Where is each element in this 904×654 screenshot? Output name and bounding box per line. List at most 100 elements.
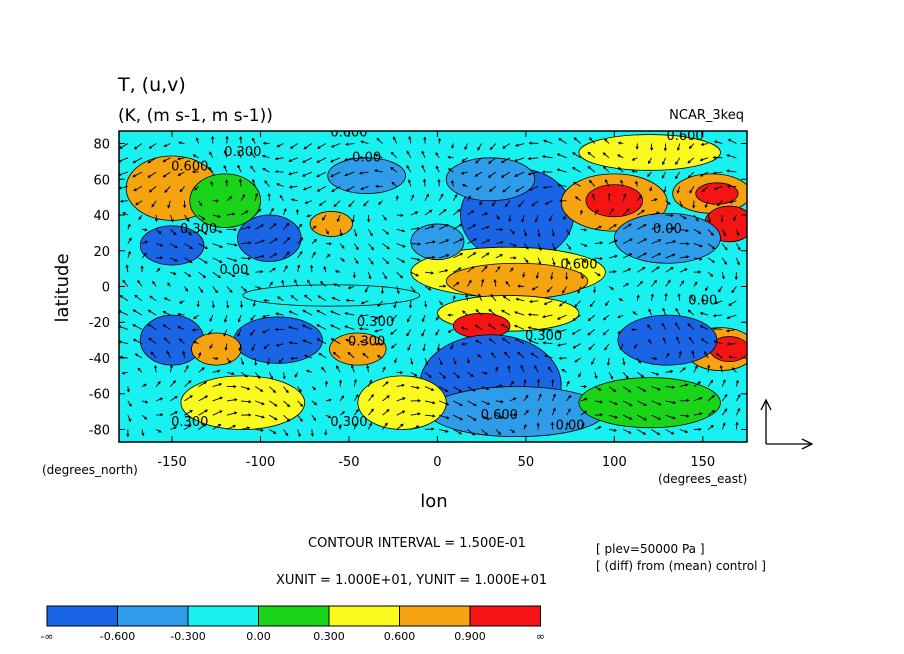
wind-vector-427: [565, 272, 569, 281]
wind-vector-768: [410, 386, 420, 390]
wind-vector-232: [295, 208, 300, 216]
wind-vector-438: [721, 272, 725, 280]
wind-vector-200: [467, 195, 471, 201]
y-tick-label-8: -80: [89, 423, 110, 438]
wind-vector-662: [150, 351, 157, 359]
wind-vector-339: [566, 243, 572, 250]
wind-vector-303: [679, 228, 689, 233]
wind-vector-166: [604, 179, 610, 187]
wind-vector-37: [650, 143, 654, 151]
wind-vector-807: [339, 395, 345, 402]
wind-vector-216: [692, 200, 696, 209]
wind-vector-543: [330, 310, 341, 316]
wind-vector-877: [707, 410, 716, 416]
wind-vector-542: [316, 309, 327, 316]
colorbar-swatch-4: [328, 605, 400, 627]
wind-vector-568: [687, 309, 695, 316]
wind-vector-854: [382, 409, 390, 416]
wind-vector-264: [127, 223, 131, 230]
wind-vector-577: [191, 328, 199, 332]
wind-vector-541: [302, 309, 313, 316]
wind-vector-386: [608, 254, 618, 259]
field-region-6: [189, 173, 261, 228]
wind-vector-901: [425, 427, 435, 431]
wind-vector-651: [619, 343, 624, 351]
wind-vector-424: [522, 272, 526, 278]
wind-vector-54: [261, 154, 270, 159]
wind-vector-814: [439, 400, 450, 406]
wind-vector-286: [438, 224, 449, 230]
wind-vector-652: [633, 343, 638, 349]
field-region-15: [578, 134, 721, 171]
wind-vector-620: [178, 338, 185, 345]
wind-vector-619: [163, 337, 171, 345]
wind-vector-314: [212, 243, 223, 249]
wind-vector-734: [547, 366, 553, 373]
wind-vector-293: [537, 229, 541, 238]
wind-vector-312: [184, 243, 194, 250]
wind-vector-497: [303, 294, 313, 302]
wind-vector-618: [148, 337, 157, 345]
contour-label-4: 0.600: [666, 129, 703, 144]
wind-vector-118: [541, 170, 553, 174]
wind-vector-468: [517, 284, 525, 288]
wind-vector-411: [334, 270, 341, 274]
chart-title: T, (u,v): [117, 74, 186, 96]
wind-vector-316: [241, 241, 252, 245]
wind-vector-41: [700, 142, 709, 146]
wind-vector-23: [451, 143, 455, 149]
wind-vector-540: [288, 310, 298, 316]
wind-vector-98: [262, 167, 270, 173]
wind-vector-693: [591, 357, 596, 365]
wind-vector-753: [198, 381, 208, 387]
colorbar-swatch-3: [258, 605, 330, 627]
wind-vector-482: [718, 286, 723, 293]
wind-vector-414: [382, 271, 387, 280]
wind-vector-374: [439, 254, 450, 259]
wind-vector-157: [475, 186, 482, 191]
wind-vector-657: [700, 338, 709, 345]
wind-vector-267: [169, 228, 177, 236]
wind-vector-321: [311, 238, 318, 244]
wind-vector-352: [127, 250, 131, 259]
wind-vector-403: [226, 271, 236, 277]
wind-vector-322: [325, 242, 333, 246]
wind-vector-173: [701, 186, 709, 193]
wind-vector-559: [556, 314, 567, 320]
y-tick-label-5: -20: [89, 316, 110, 331]
wind-vector-301: [651, 225, 662, 230]
wind-vector-38: [663, 143, 667, 152]
wind-vector-593: [421, 329, 426, 337]
wind-vector-585: [301, 324, 313, 330]
wind-vector-344: [637, 238, 648, 245]
wind-vector-222: [154, 214, 159, 223]
wind-vector-311: [170, 243, 178, 249]
wind-vector-530: [147, 309, 157, 316]
wind-vector-588: [344, 325, 355, 330]
wind-vector-143: [276, 183, 284, 187]
wind-vector-575: [162, 324, 171, 330]
plot-area: 0.600 0.300 0.600 0.00 0.600 0.300 0.00 0.600 0.…: [118, 129, 748, 443]
wind-vector-439: [734, 272, 738, 281]
wind-vector-99: [274, 170, 284, 174]
wind-vector-677: [362, 352, 369, 359]
wind-vector-790: [721, 379, 726, 387]
wind-vector-469: [531, 286, 539, 291]
wind-vector-709: [198, 367, 205, 373]
wind-vector-758: [269, 386, 277, 394]
wind-vector-448: [240, 286, 247, 292]
wind-vector-126: [661, 171, 667, 179]
x-tick-label-4: 50: [518, 455, 535, 470]
wind-vector-203: [504, 200, 511, 208]
wind-vector-156: [461, 183, 468, 187]
note-diff: [ (diff) from (mean) control ]: [596, 559, 766, 573]
wind-vector-684: [466, 357, 470, 364]
x-tick-label-1: -100: [246, 455, 276, 470]
wind-vector-161: [528, 185, 539, 191]
wind-vector-151: [391, 181, 398, 187]
wind-vector-612: [687, 323, 695, 330]
wind-vector-445: [198, 286, 204, 293]
wind-vector-616: [119, 340, 128, 345]
wind-vector-782: [608, 386, 617, 393]
wind-vector-395: [735, 257, 740, 266]
